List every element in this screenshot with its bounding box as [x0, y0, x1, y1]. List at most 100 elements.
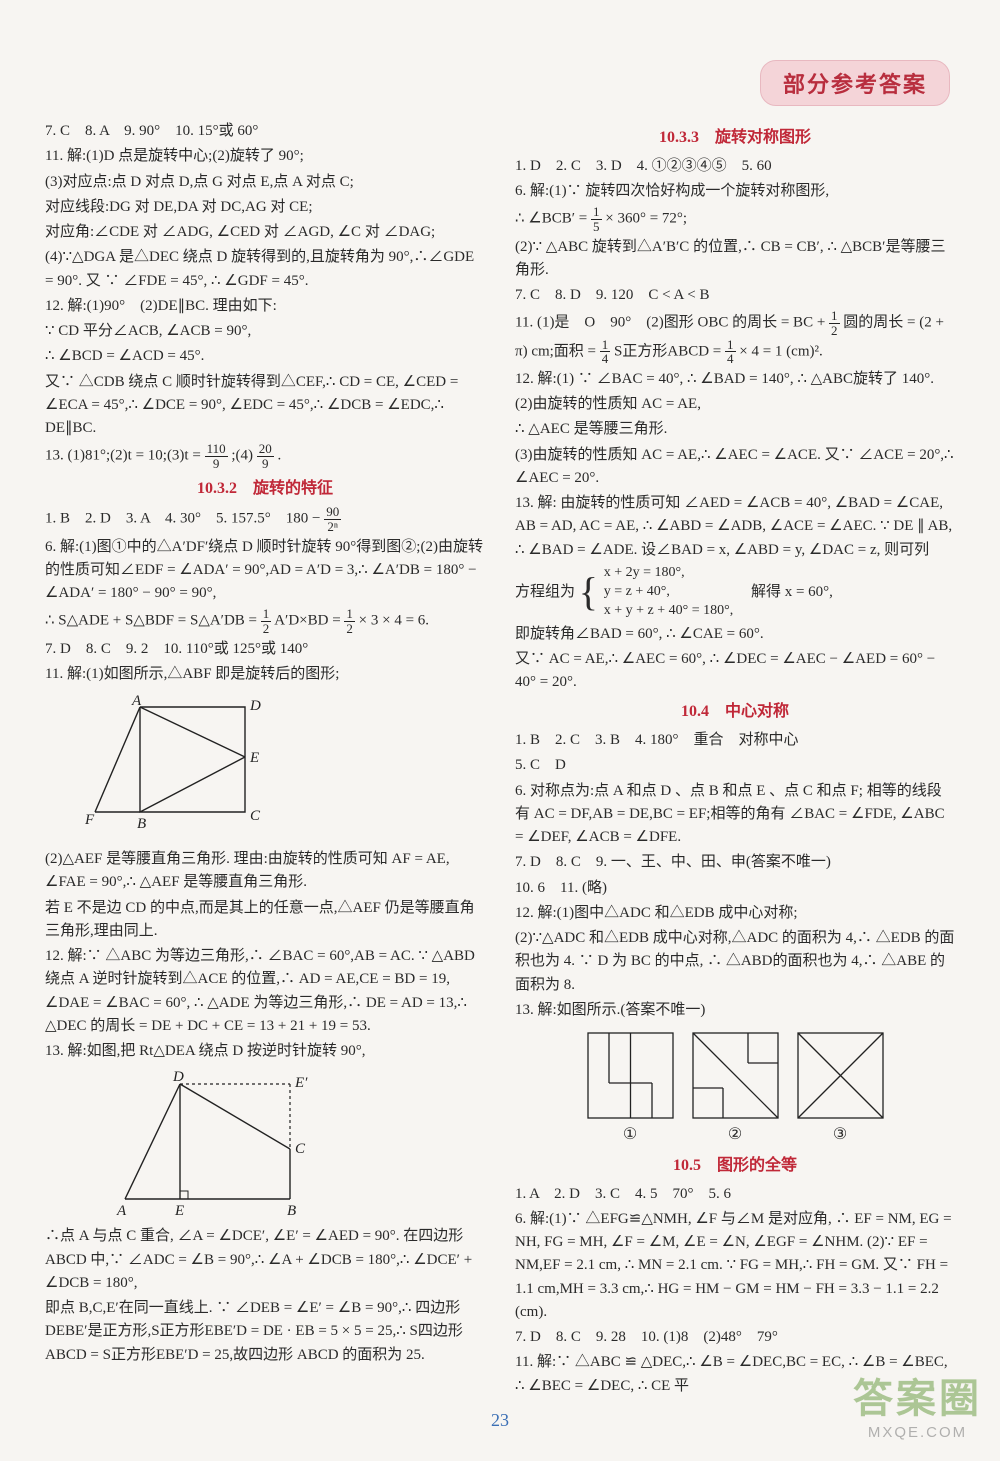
- figure-row: ① ②: [515, 1028, 955, 1148]
- text: 1. B 2. D 3. A 4. 30° 5. 157.5° 180 −: [45, 511, 320, 527]
- figure-label: ②: [688, 1123, 783, 1148]
- text-line: 若 E 不是边 CD 的中点,而是其上的任意一点,△AEF 仍是等腰直角三角形,…: [45, 897, 485, 944]
- text-line: 1. B 2. C 3. B 4. 180° 重合 对称中心: [515, 729, 955, 752]
- text-line: 12. 解:(1) ∵ ∠BAC = 40°, ∴ ∠BAD = 140°, ∴…: [515, 368, 955, 391]
- text-line: 12. 解:(1)图中△ADC 和△EDB 成中心对称;: [515, 902, 955, 925]
- text: ;(4): [231, 448, 253, 464]
- geometry-figure-2: D E′ C B E A: [105, 1069, 325, 1219]
- fraction: 14: [725, 338, 736, 366]
- text-line: (3)对应点:点 D 对点 D,点 G 对点 E,点 A 对点 C;: [45, 171, 485, 194]
- text: .: [278, 448, 282, 464]
- text-line: 12. 解:∵ △ABC 为等边三角形,∴ ∠BAC = 60°,AB = AC…: [45, 945, 485, 1038]
- text-line: 1. B 2. D 3. A 4. 30° 5. 157.5° 180 − 90…: [45, 505, 485, 533]
- right-column: 10.3.3 旋转对称图形 1. D 2. C 3. D 4. ①②③④⑤ 5.…: [515, 120, 955, 1400]
- text-line: 方程组为 { x + 2y = 180°, y = z + 40°, x + y…: [515, 564, 955, 621]
- mini-figure-3: ③: [793, 1028, 888, 1148]
- watermark: 答案圈 MXQE.COM: [853, 1366, 982, 1441]
- label: A: [116, 1203, 127, 1219]
- eq: x + y + z + 40° = 180°,: [604, 602, 734, 621]
- label: B: [287, 1203, 296, 1219]
- figure-label: ③: [793, 1123, 888, 1148]
- eq: x + 2y = 180°,: [604, 564, 734, 583]
- fraction: 12: [344, 607, 355, 635]
- text-line: 11. 解:(1)D 点是旋转中心;(2)旋转了 90°;: [45, 145, 485, 168]
- text: A′D×BD =: [274, 613, 340, 629]
- text-line: 7. C 8. A 9. 90° 10. 15°或 60°: [45, 120, 485, 143]
- text-line: 又∵ AC = AE,∴ ∠AEC = 60°, ∴ ∠DEC = ∠AEC −…: [515, 648, 955, 695]
- eq: y = z + 40°,: [604, 583, 734, 602]
- text-line: ∵ CD 平分∠ACB, ∠ACB = 90°,: [45, 320, 485, 343]
- page: 部分参考答案 7. C 8. A 9. 90° 10. 15°或 60° 11.…: [0, 0, 1000, 1461]
- section-title: 10.5 图形的全等: [515, 1154, 955, 1179]
- text-line: 13. 解:如图所示.(答案不唯一): [515, 999, 955, 1022]
- text: 方程组为: [515, 584, 575, 600]
- text-line: (2)由旋转的性质知 AC = AE,: [515, 393, 955, 416]
- text: × 3 × 4 = 6.: [359, 613, 429, 629]
- fraction: 902ⁿ: [324, 505, 341, 533]
- text-line: 10. 6 11. (略): [515, 877, 955, 900]
- text-line: 11. (1)是 O 90° (2)图形 OBC 的周长 = BC + 12 圆…: [515, 309, 955, 366]
- section-title: 10.3.2 旋转的特征: [45, 477, 485, 502]
- text-line: 5. C D: [515, 754, 955, 777]
- text-line: ∴ ∠BCB′ = 15 × 360° = 72°;: [515, 205, 955, 233]
- label: A: [131, 693, 142, 709]
- mini-figure-2: ②: [688, 1028, 783, 1148]
- text: 11. (1)是 O 90° (2)图形 OBC 的周长 = BC +: [515, 315, 825, 331]
- text-line: 7. C 8. D 9. 120 C < A < B: [515, 284, 955, 307]
- label: B: [137, 816, 146, 832]
- text: × 360° = 72°;: [605, 211, 687, 227]
- fraction: 1109: [205, 442, 228, 470]
- text: ∴ ∠BCB′ =: [515, 211, 587, 227]
- label: D: [172, 1069, 184, 1085]
- fraction: 12: [829, 309, 840, 337]
- figure-label: ①: [583, 1123, 678, 1148]
- text-line: (4)∵△DGA 是△DEC 绕点 D 旋转得到的,且旋转角为 90°,∴∠GD…: [45, 246, 485, 293]
- label: E′: [294, 1075, 308, 1091]
- section-title: 10.4 中心对称: [515, 700, 955, 725]
- section-title: 10.3.3 旋转对称图形: [515, 126, 955, 151]
- text-line: ∴ S△ADE + S△BDF = S△A′DB = 12 A′D×BD = 1…: [45, 607, 485, 635]
- label: D: [249, 698, 261, 714]
- text-line: 6. 解:(1)∵ △EFG≌△NMH, ∠F 与∠M 是对应角, ∴ EF =…: [515, 1208, 955, 1324]
- label: E: [249, 750, 259, 766]
- label: E: [174, 1203, 184, 1219]
- text-line: 13. 解: 由旋转的性质可知 ∠AED = ∠ACB = 40°, ∠BAD …: [515, 492, 955, 562]
- label: F: [85, 812, 95, 828]
- text-line: 7. D 8. C 9. 一、王、中、田、申(答案不唯一): [515, 851, 955, 874]
- fraction: 15: [591, 205, 602, 233]
- text-line: 13. (1)81°;(2)t = 10;(3)t = 1109 ;(4) 20…: [45, 442, 485, 470]
- text-line: (2)△AEF 是等腰直角三角形. 理由:由旋转的性质可知 AF = AE, ∠…: [45, 848, 485, 895]
- left-column: 7. C 8. A 9. 90° 10. 15°或 60° 11. 解:(1)D…: [45, 120, 485, 1400]
- text-line: 又∵ △CDB 绕点 C 顺时针旋转得到△CEF,∴ CD = CE, ∠CED…: [45, 371, 485, 441]
- text-line: 7. D 8. C 9. 2 10. 110°或 125°或 140°: [45, 638, 485, 661]
- text: ∴ S△ADE + S△BDF = S△A′DB =: [45, 613, 257, 629]
- text-line: ∴ △AEC 是等腰三角形.: [515, 418, 955, 441]
- text-line: (2)∵ △ABC 旋转到△A′B′C 的位置,∴ CB = CB′, ∴ △B…: [515, 236, 955, 283]
- fraction: 209: [257, 442, 274, 470]
- geometry-figure-1: A D E C B F: [85, 692, 275, 842]
- fraction: 12: [261, 607, 272, 635]
- header-badge: 部分参考答案: [760, 60, 950, 106]
- text-line: 13. 解:如图,把 Rt△DEA 绕点 D 按逆时针旋转 90°,: [45, 1040, 485, 1063]
- text-line: 即点 B,C,E′在同一直线上. ∵ ∠DEB = ∠E′ = ∠B = 90°…: [45, 1297, 485, 1367]
- text-line: 6. 解:(1)图①中的△A′DF′绕点 D 顺时针旋转 90°得到图②;(2)…: [45, 536, 485, 606]
- brace-icon: {: [579, 580, 598, 604]
- columns: 7. C 8. A 9. 90° 10. 15°或 60° 11. 解:(1)D…: [45, 120, 955, 1400]
- mini-figure-1: ①: [583, 1028, 678, 1148]
- text-line: 1. D 2. C 3. D 4. ①②③④⑤ 5. 60: [515, 155, 955, 178]
- figure-svg: A D E C B F: [85, 692, 275, 842]
- label: C: [295, 1141, 306, 1157]
- text: S正方形ABCD =: [614, 343, 721, 359]
- watermark-url: MXQE.COM: [853, 1424, 982, 1441]
- text-line: (3)由旋转的性质知 AC = AE,∴ ∠AEC = ∠ACE. 又∵ ∠AC…: [515, 444, 955, 491]
- text: 解得 x = 60°,: [751, 584, 833, 600]
- text: 13. (1)81°;(2)t = 10;(3)t =: [45, 448, 201, 464]
- fraction: 14: [600, 338, 611, 366]
- text-line: 6. 解:(1)∵ 旋转四次恰好构成一个旋转对称图形,: [515, 180, 955, 203]
- text-line: ∴ ∠BCD = ∠ACD = 45°.: [45, 345, 485, 368]
- text-line: 即旋转角∠BAD = 60°, ∴ ∠CAE = 60°.: [515, 623, 955, 646]
- text-line: 6. 对称点为:点 A 和点 D 、点 B 和点 E 、点 C 和点 F; 相等…: [515, 780, 955, 850]
- text: × 4 = 1 (cm)².: [739, 343, 822, 359]
- text-line: 11. 解:(1)如图所示,△ABF 即是旋转后的图形;: [45, 663, 485, 686]
- text-line: 7. D 8. C 9. 28 10. (1)8 (2)48° 79°: [515, 1326, 955, 1349]
